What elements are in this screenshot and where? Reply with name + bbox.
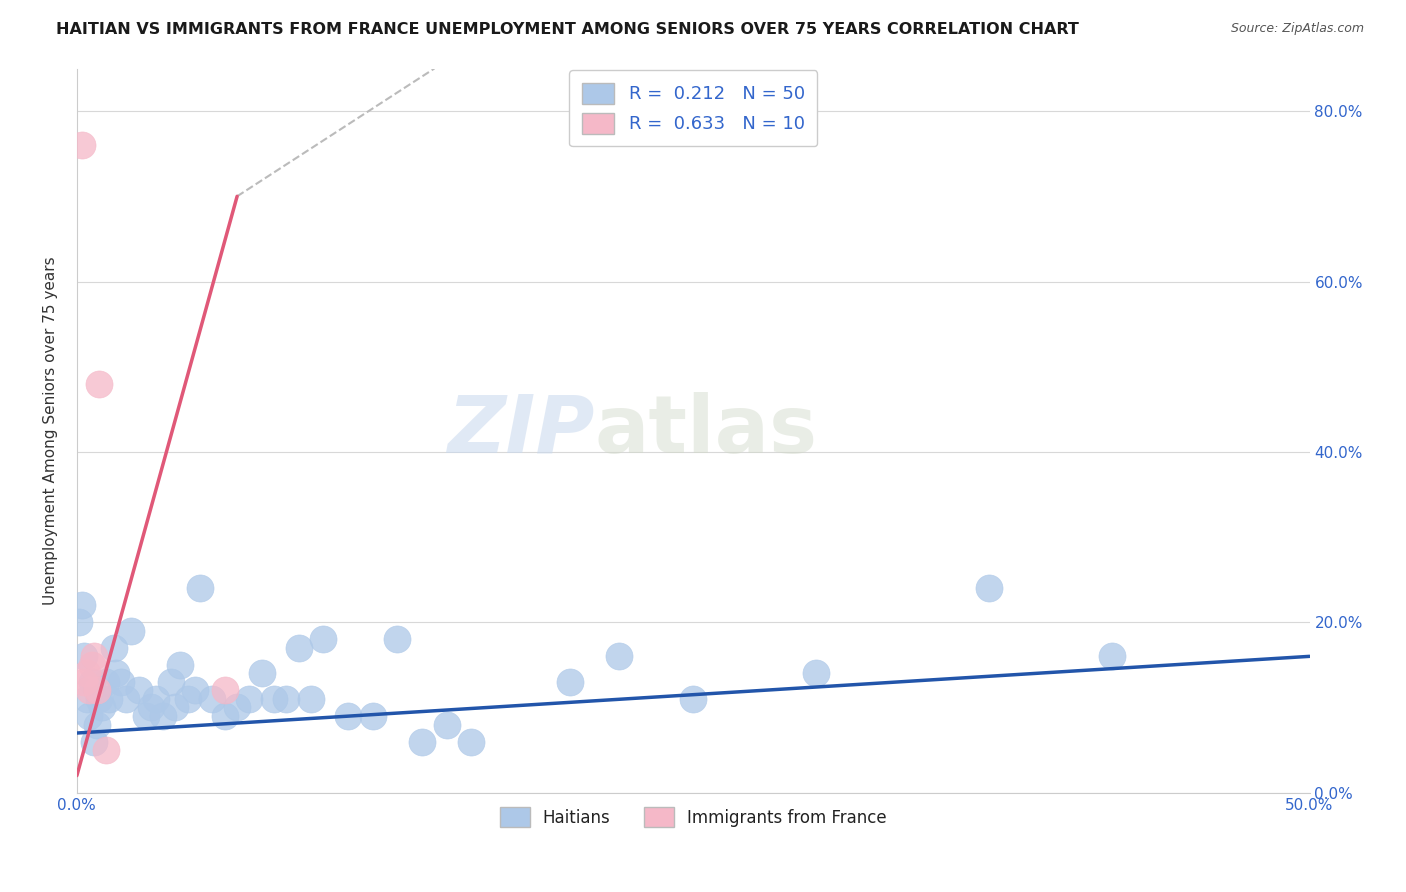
Point <box>86 717 108 731</box>
Point <box>250 666 273 681</box>
Point <box>806 666 828 681</box>
Point <box>337 709 360 723</box>
Point <box>436 717 458 731</box>
Point <box>165 700 187 714</box>
Point <box>558 674 581 689</box>
Point <box>188 581 211 595</box>
Point <box>411 734 433 748</box>
Point <box>977 581 1000 595</box>
Text: ZIP: ZIP <box>447 392 595 469</box>
Point <box>312 632 335 647</box>
Point <box>105 666 128 681</box>
Point <box>682 692 704 706</box>
Point <box>214 683 236 698</box>
Point <box>96 674 118 689</box>
Point <box>214 709 236 723</box>
Point <box>77 683 100 698</box>
Point <box>299 692 322 706</box>
Point <box>70 138 93 153</box>
Point <box>77 709 100 723</box>
Point <box>152 709 174 723</box>
Point <box>128 683 150 698</box>
Point <box>1101 649 1123 664</box>
Point <box>97 692 120 706</box>
Point <box>226 700 249 714</box>
Point <box>83 734 105 748</box>
Point <box>135 709 157 723</box>
Point <box>607 649 630 664</box>
Point <box>67 615 90 630</box>
Point <box>73 649 96 664</box>
Y-axis label: Unemployment Among Seniors over 75 years: Unemployment Among Seniors over 75 years <box>44 256 58 605</box>
Point <box>115 692 138 706</box>
Point <box>87 376 110 391</box>
Point <box>287 640 309 655</box>
Point <box>90 700 112 714</box>
Point <box>460 734 482 748</box>
Legend: Haitians, Immigrants from France: Haitians, Immigrants from France <box>491 799 896 835</box>
Point <box>120 624 142 638</box>
Point <box>110 674 132 689</box>
Text: atlas: atlas <box>595 392 818 469</box>
Point <box>177 692 200 706</box>
Point <box>238 692 260 706</box>
Point <box>263 692 285 706</box>
Point <box>70 599 93 613</box>
Point <box>80 657 103 672</box>
Point <box>201 692 224 706</box>
Point <box>361 709 384 723</box>
Point <box>86 683 108 698</box>
Text: Source: ZipAtlas.com: Source: ZipAtlas.com <box>1230 22 1364 36</box>
Point <box>139 700 162 714</box>
Point <box>73 674 96 689</box>
Point <box>103 640 125 655</box>
Point <box>387 632 409 647</box>
Point <box>169 657 191 672</box>
Point <box>184 683 207 698</box>
Point <box>80 674 103 689</box>
Point <box>159 674 181 689</box>
Text: HAITIAN VS IMMIGRANTS FROM FRANCE UNEMPLOYMENT AMONG SENIORS OVER 75 YEARS CORRE: HAITIAN VS IMMIGRANTS FROM FRANCE UNEMPL… <box>56 22 1080 37</box>
Point <box>145 692 167 706</box>
Point <box>87 692 110 706</box>
Point <box>96 743 118 757</box>
Point <box>76 666 98 681</box>
Point <box>83 649 105 664</box>
Point <box>76 692 98 706</box>
Point <box>276 692 298 706</box>
